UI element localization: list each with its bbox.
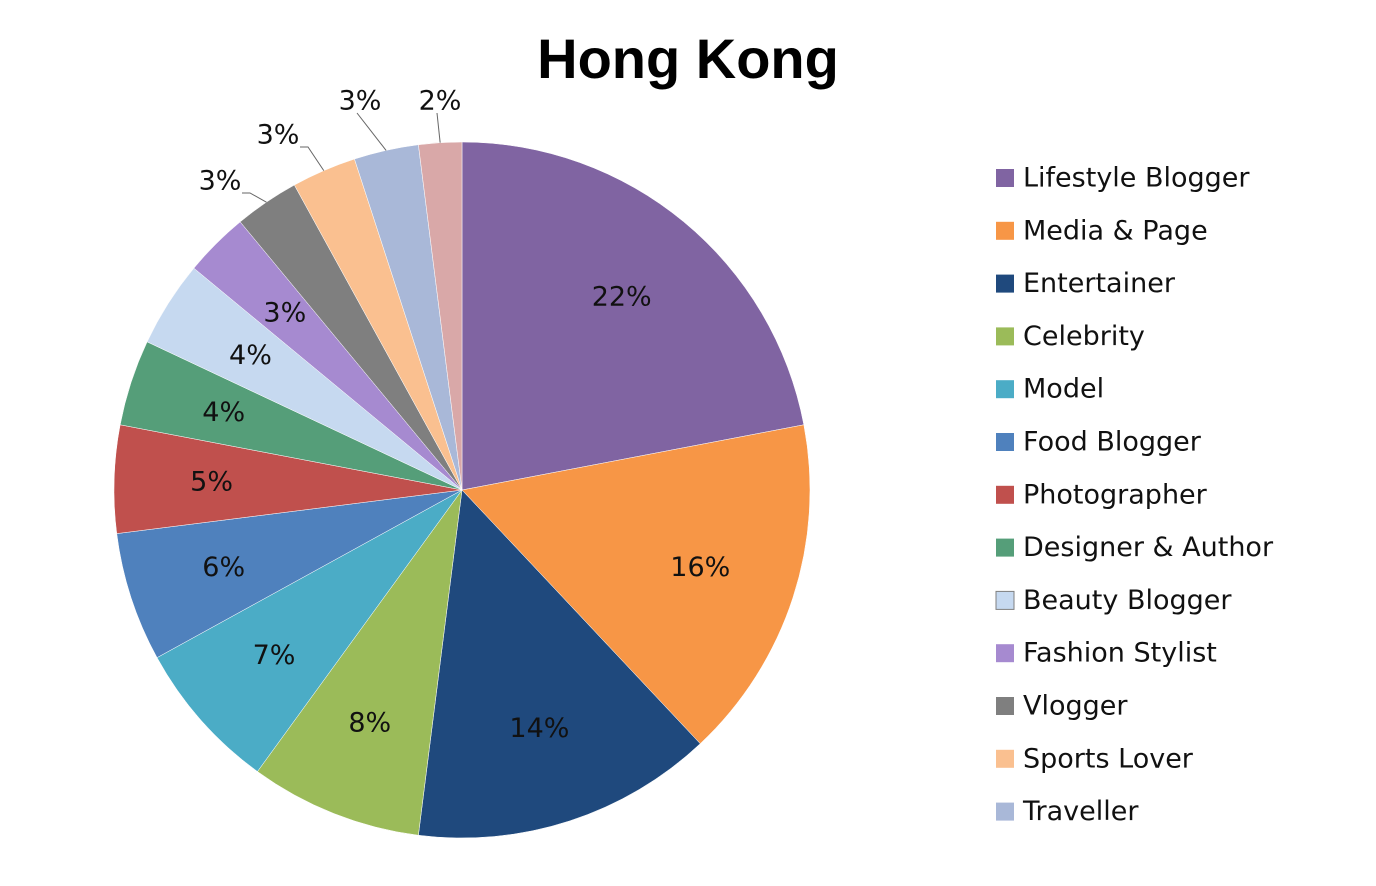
slice-lifestyle-blogger [461,141,805,491]
data-label: 3% [263,297,306,328]
data-label: 4% [202,397,245,428]
data-label: 16% [670,552,730,583]
legend-item: Entertainer [996,268,1176,299]
legend-item: Beauty Blogger [995,585,1232,616]
slice-media-page [461,424,811,745]
data-labels: 22% 16% 14% 8% 7% 6% 5% 4% 4% 3% 3% 3% 3% 2% [190,86,730,744]
leader-line [242,192,267,203]
slice-celebrity [257,489,463,836]
data-label: 2% [419,86,462,117]
data-label: 3% [199,166,242,197]
legend-item: Food Blogger [996,427,1202,458]
legend-label: Entertainer [1023,268,1176,299]
legend-swatch [996,802,1014,821]
legend-label: Traveller [1022,796,1139,827]
legend-item: Sports Lover [996,743,1194,774]
leader-line [356,112,387,151]
legend-item: Photographer [996,479,1208,510]
legend-swatch [996,644,1014,663]
legend-item: Media & Page [996,215,1208,246]
legend-swatch [996,697,1014,715]
leader-line [436,112,441,143]
data-label: 22% [592,281,652,312]
data-label: 7% [253,640,296,671]
legend-label: Photographer [1023,479,1208,510]
legend-swatch [996,433,1014,451]
legend-label: Celebrity [1023,321,1145,352]
data-label: 14% [509,713,569,744]
legend-item: Designer & Author [996,532,1274,563]
legend-swatch [996,749,1014,768]
data-label: 4% [229,340,272,371]
legend-swatch [996,169,1014,187]
pie-slices [113,141,811,839]
legend-item: Celebrity [996,321,1145,352]
legend-swatch [996,221,1014,240]
legend-label: Fashion Stylist [1023,638,1217,669]
legend: Lifestyle Blogger Media & Page Entertainer… [995,163,1274,827]
data-label: 3% [257,120,300,151]
legend-swatch [996,485,1014,504]
data-label: 5% [190,467,233,498]
slice-food-blogger [116,489,463,658]
legend-label: Media & Page [1023,215,1208,246]
data-label: 8% [348,707,391,738]
legend-label: Beauty Blogger [1023,585,1232,616]
legend-swatch [996,274,1014,293]
legend-swatch [996,380,1014,399]
legend-item: Traveller [996,796,1139,827]
legend-swatch [996,327,1014,346]
legend-label: Food Blogger [1023,427,1202,458]
legend-item: Fashion Stylist [996,638,1217,669]
chart-title: Hong Kong [537,27,839,90]
legend-label: Lifestyle Blogger [1023,163,1250,194]
legend-swatch [995,590,1015,610]
leader-line [300,146,325,171]
legend-item: Vlogger [996,691,1128,722]
legend-label: Designer & Author [1023,532,1274,563]
legend-label: Model [1023,374,1104,405]
legend-swatch [996,538,1014,557]
data-label: 6% [202,552,245,583]
legend-label: Sports Lover [1023,743,1194,774]
legend-label: Vlogger [1023,691,1128,722]
slice-entertainer [418,489,701,839]
legend-item: Model [996,374,1104,405]
legend-item: Lifestyle Blogger [996,163,1250,194]
slice-model [156,489,463,772]
data-label: 3% [339,86,382,117]
leader-lines [242,112,441,203]
